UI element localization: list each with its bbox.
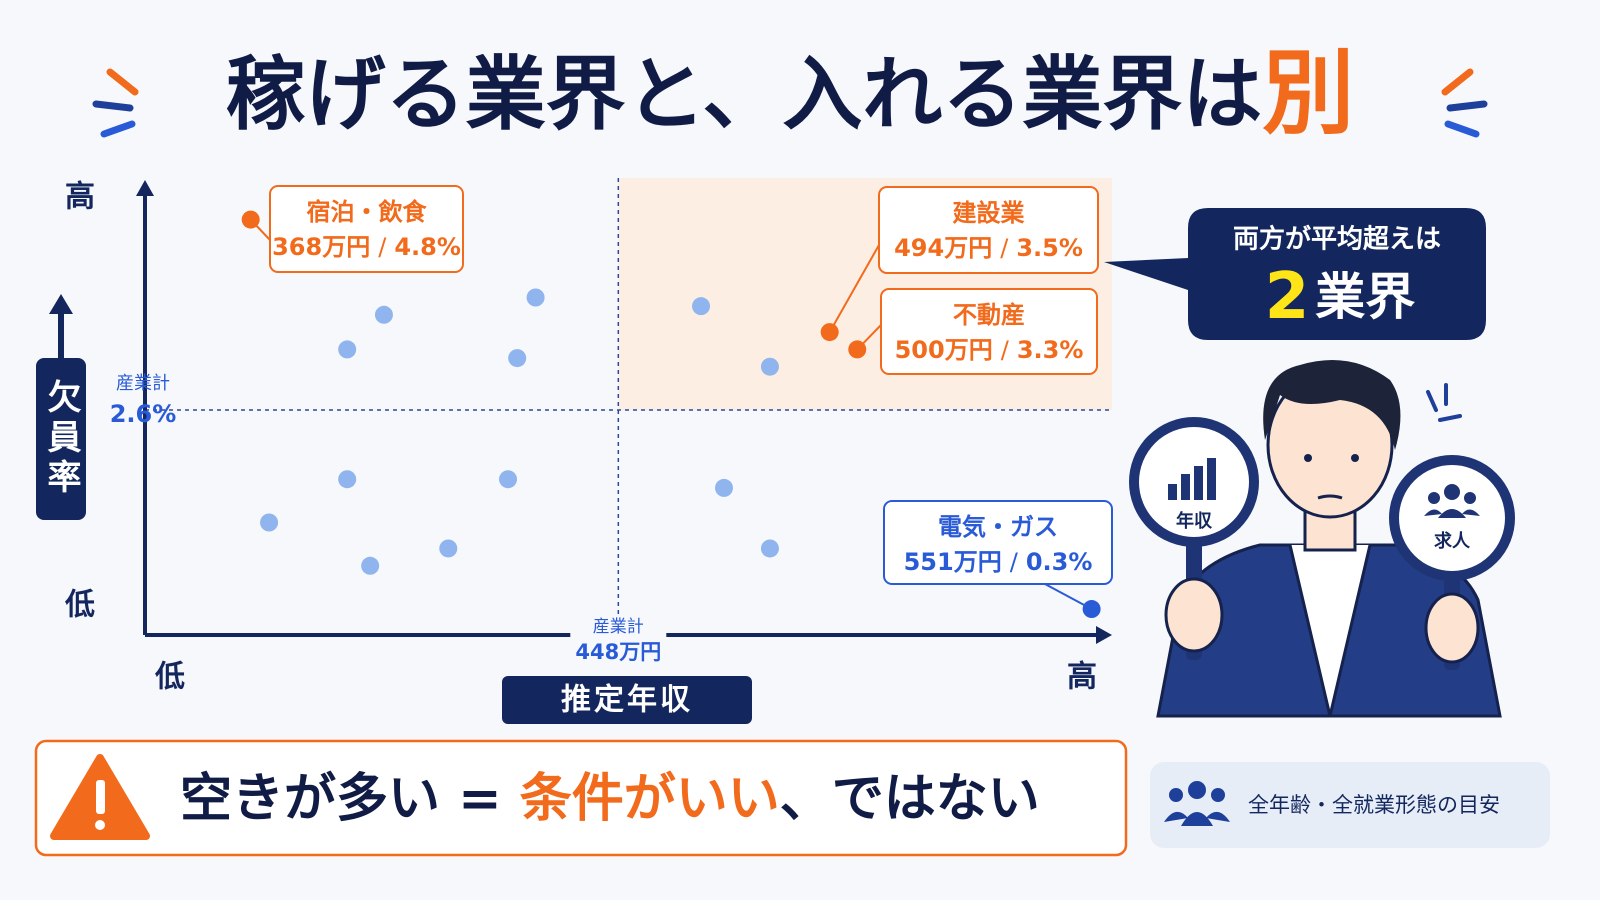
chart: 高低低 高欠員率推定年収産業計2.6%産業計448万円宿泊・飲食368万円/4.8… — [36, 178, 1113, 724]
y-axis-arrow — [136, 180, 154, 196]
y-value-label: 3.3% — [1017, 336, 1084, 364]
icon-label: 求人 — [1434, 530, 1471, 552]
label-box — [878, 186, 1099, 274]
y-low-label: 低 — [64, 588, 95, 623]
note-box — [1150, 762, 1550, 848]
y-high-label: 高 — [65, 180, 95, 215]
callout-text: 両方が平均超えは — [1233, 224, 1441, 255]
warning-text: 空きが多い = 条件がいい、ではない — [180, 769, 1040, 829]
title: 稼げる業界と、入れる業界は別 — [226, 40, 1355, 147]
point — [439, 539, 458, 558]
point — [361, 556, 380, 575]
person-illustration: 年収 求人 — [1129, 360, 1515, 718]
point — [715, 478, 733, 497]
x-high-label: 高 — [1067, 660, 1097, 695]
point — [499, 470, 518, 489]
point — [526, 288, 545, 307]
callout-number-line: 2 業界 — [1265, 260, 1416, 334]
callout-number: 2 — [1265, 260, 1310, 334]
x-title-box — [502, 676, 752, 724]
separator: / — [1001, 336, 1010, 364]
point — [692, 297, 711, 316]
y-value-label: 3.5% — [1016, 234, 1083, 262]
point — [374, 305, 393, 324]
separator: / — [1010, 548, 1019, 576]
y-title-box — [36, 358, 86, 520]
warning-part: 、ではない — [780, 769, 1040, 829]
separator: / — [1000, 234, 1009, 262]
x-value-label: 551万円 — [904, 548, 1002, 576]
point — [760, 539, 779, 558]
reference-label: 448万円 — [575, 640, 661, 664]
y-value-label: 0.3% — [1026, 548, 1093, 576]
point — [848, 340, 867, 359]
warning-icon — [96, 780, 105, 814]
warning-icon — [95, 820, 105, 830]
label-box — [883, 500, 1113, 585]
point-values: 494万円 /3.5% — [894, 234, 1083, 262]
note-text: 全年齢・全就業形態の目安 — [1248, 793, 1500, 817]
reference-label: 2.6% — [110, 400, 177, 428]
label-box — [880, 288, 1098, 375]
point-label: 建設業 — [953, 199, 1025, 227]
point — [338, 340, 357, 359]
title-decoration — [92, 68, 1488, 138]
warning-part: 空きが多い = — [180, 769, 520, 829]
reference-name: 産業計 — [116, 373, 170, 394]
reference-name: 産業計 — [593, 617, 644, 637]
point-values: 368万円 /4.8% — [272, 233, 461, 261]
warning-box — [34, 739, 1128, 857]
callout-bubble — [1104, 208, 1486, 340]
leader-line — [828, 244, 880, 333]
point-values: 500万円 /3.3% — [895, 336, 1084, 364]
point — [338, 470, 357, 489]
point-label: 宿泊・飲食 — [307, 198, 428, 226]
title-accent: 別 — [1262, 40, 1354, 147]
y-value-label: 4.8% — [394, 233, 461, 261]
x-value-label: 500万円 — [895, 336, 993, 364]
reference-label-bg — [570, 614, 667, 666]
point-label: 不動産 — [953, 301, 1025, 329]
point-values: 551万円 /0.3% — [904, 548, 1093, 576]
point — [260, 513, 279, 532]
separator: / — [378, 233, 387, 261]
callout-unit: 業界 — [1315, 268, 1415, 326]
point — [760, 357, 779, 376]
x-low-label: 低 — [154, 660, 185, 695]
x-value-label: 368万円 — [272, 233, 370, 261]
x-axis-title: 推定年収 — [561, 683, 693, 718]
point — [1082, 600, 1101, 619]
x-value-label: 494万円 — [894, 234, 992, 262]
title-main: 稼げる業界と、入れる業界は — [226, 48, 1263, 141]
warning-accent: 条件がいい — [520, 769, 780, 829]
icon-label: 年収 — [1176, 510, 1213, 532]
note-icon — [1164, 781, 1230, 826]
point — [820, 323, 839, 342]
y-title-arrow — [49, 294, 73, 314]
label-box — [269, 185, 464, 273]
point — [508, 349, 527, 368]
y-axis-title: 欠員率 — [41, 378, 81, 499]
x-axis-arrow — [1096, 626, 1112, 644]
point — [241, 210, 260, 229]
point-label: 電気・ガス — [938, 513, 1058, 541]
